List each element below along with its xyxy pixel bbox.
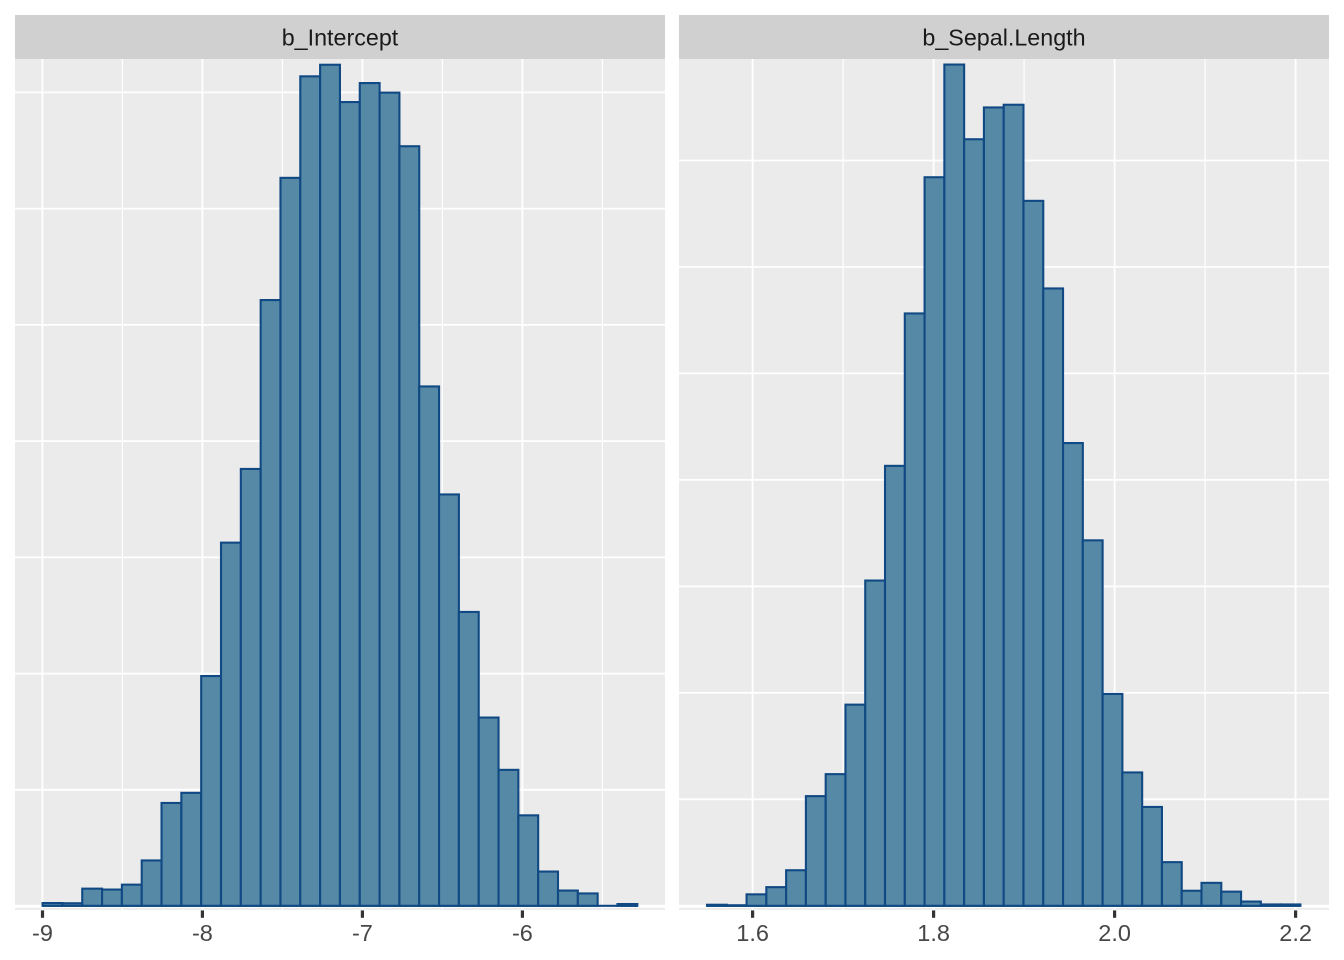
svg-text:-9: -9	[32, 920, 53, 946]
svg-text:b_Sepal.Length: b_Sepal.Length	[922, 24, 1085, 50]
svg-text:-7: -7	[352, 920, 373, 946]
svg-text:2.2: 2.2	[1279, 920, 1312, 946]
svg-text:-6: -6	[512, 920, 533, 946]
svg-text:2.0: 2.0	[1098, 920, 1131, 946]
svg-text:1.8: 1.8	[917, 920, 950, 946]
svg-text:-8: -8	[192, 920, 213, 946]
svg-text:1.6: 1.6	[736, 920, 769, 946]
svg-text:b_Intercept: b_Intercept	[282, 24, 399, 50]
